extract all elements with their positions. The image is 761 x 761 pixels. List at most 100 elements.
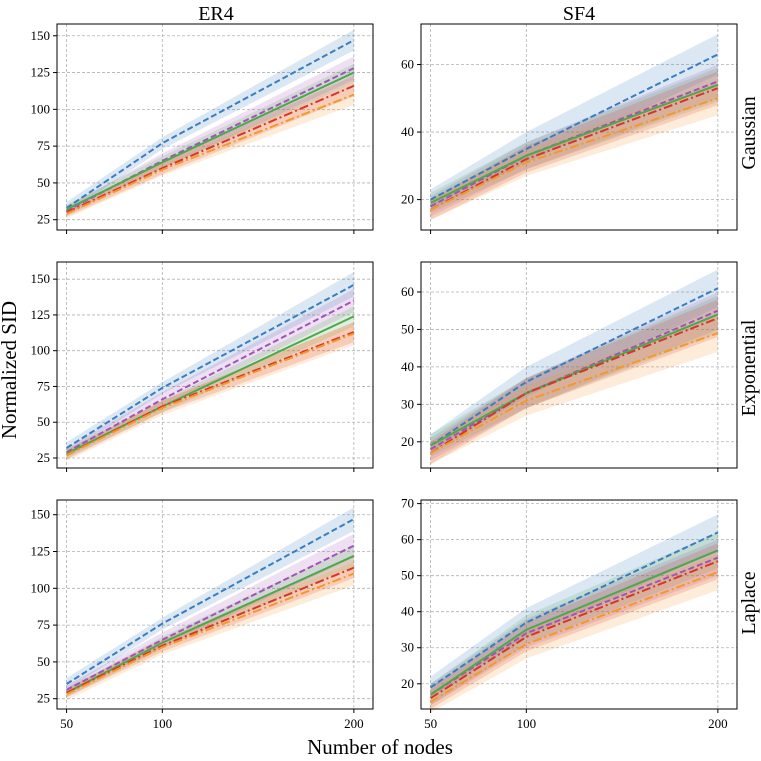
series-line-blue-dashed [430,53,719,201]
y-tick-label: 60 [401,57,414,72]
y-tick-label: 20 [401,676,414,691]
y-tick-label: 40 [401,124,414,139]
band-green-solid [66,306,354,458]
y-tick-label: 75 [37,617,50,632]
series-line-orange-dash-dot [66,572,355,696]
subplot-grid: 25 50 75 100 125 150 20 40 60 25 50 75 100 125 150 20 30… [31,23,738,731]
y-tick-label: 50 [401,321,414,336]
y-tick-label: 50 [37,175,50,190]
band-orange-dash-dot [430,554,718,713]
y-tick-label: 75 [37,138,50,153]
row-title-laplace: Laplace [738,571,760,634]
x-axis-label: Number of nodes [307,735,453,759]
axes-frame [420,261,738,469]
band-red-dash-dot [66,75,354,217]
y-tick-label: 100 [31,101,51,116]
y-tick-label: 30 [401,640,414,655]
series-line-green-solid [66,71,355,211]
series-line-purple-dashed [66,544,355,691]
band-orange-dash-dot [430,314,718,465]
y-tick-label: 25 [37,450,50,465]
y-tick-label: 150 [31,271,51,286]
panel-er4-exponential: 25 50 75 100 125 150 [31,261,374,472]
series-line-blue-dashed [66,518,355,685]
band-green-solid [430,295,718,457]
series-line-orange-dash-dot [66,332,355,457]
y-tick-label: 125 [31,307,51,322]
series-line-blue-dashed [66,284,355,449]
series-line-red-dash-dot [430,87,719,211]
y-tick-label: 50 [37,414,50,429]
band-red-dash-dot [66,557,354,698]
y-tick-label: 25 [37,212,50,227]
panel-er4-laplace: 25 50 75 100 125 150 50 100 200 [31,499,374,731]
x-tick-label: 50 [60,716,73,731]
x-tick-label: 200 [708,716,728,731]
band-red-dash-dot [430,299,718,465]
series-line-green-solid [66,315,355,455]
band-purple-dashed [66,56,354,216]
y-tick-label: 50 [401,568,414,583]
series-line-orange-dash-dot [430,571,719,703]
band-red-dash-dot [66,322,354,460]
series-line-green-solid [430,549,719,696]
y-tick-label: 40 [401,359,414,374]
y-tick-label: 125 [31,544,51,559]
series-line-orange-dash-dot [430,332,719,454]
series-line-orange-dash-dot [66,93,355,215]
y-tick-label: 25 [37,691,50,706]
row-title-exponential: Exponential [738,319,760,416]
column-title-sf4: SF4 [563,3,595,25]
axes-frame [420,499,738,710]
band-orange-dash-dot [430,81,718,220]
band-green-solid [430,532,718,706]
axes-frame [56,23,374,231]
panel-sf4-exponential: 20 30 40 50 60 [401,261,738,472]
y-tick-label: 50 [37,654,50,669]
column-title-er4: ER4 [198,3,234,25]
series-line-red-dash-dot [66,566,355,694]
series-line-green-solid [430,83,719,204]
series-line-orange-dash-dot [430,97,719,211]
series-line-blue-dashed [430,531,719,689]
band-blue-dashed [430,34,718,210]
series-line-red-dash-dot [66,84,355,214]
panel-sf4-laplace: 20 30 40 50 60 70 50 100 200 [401,496,738,731]
band-purple-dashed [66,289,354,457]
x-tick-label: 100 [153,716,173,731]
y-tick-label: 40 [401,604,414,619]
series-line-blue-dashed [430,287,719,447]
y-tick-label: 150 [31,28,51,43]
row-title-gaussian: Gaussian [738,96,760,169]
y-axis-label: Normalized SID [0,301,21,439]
band-purple-dashed [430,291,718,461]
band-orange-dash-dot [66,322,354,461]
band-orange-dash-dot [66,561,354,701]
panel-er4-gaussian: 25 50 75 100 125 150 [31,23,374,234]
y-tick-label: 20 [401,434,414,449]
axes-frame [56,499,374,710]
y-tick-label: 20 [401,192,414,207]
y-tick-label: 150 [31,507,51,522]
series-line-blue-dashed [66,39,355,209]
y-tick-label: 100 [31,343,51,358]
series-line-red-dash-dot [430,560,719,700]
y-tick-label: 100 [31,580,51,595]
series-line-red-dash-dot [430,317,719,454]
x-tick-label: 50 [424,716,437,731]
y-tick-label: 75 [37,378,50,393]
y-tick-label: 60 [401,284,414,299]
series-line-green-solid [430,313,719,447]
series-line-purple-dashed [66,299,355,454]
y-tick-label: 60 [401,532,414,547]
band-red-dash-dot [430,543,718,709]
y-tick-label: 125 [31,65,51,80]
panel-sf4-gaussian: 20 40 60 [401,23,738,234]
x-tick-label: 100 [517,716,537,731]
band-blue-dashed [66,29,354,214]
y-tick-label: 30 [401,396,414,411]
x-tick-label: 200 [344,716,364,731]
axes-frame [56,261,374,469]
axes-frame [420,23,738,231]
